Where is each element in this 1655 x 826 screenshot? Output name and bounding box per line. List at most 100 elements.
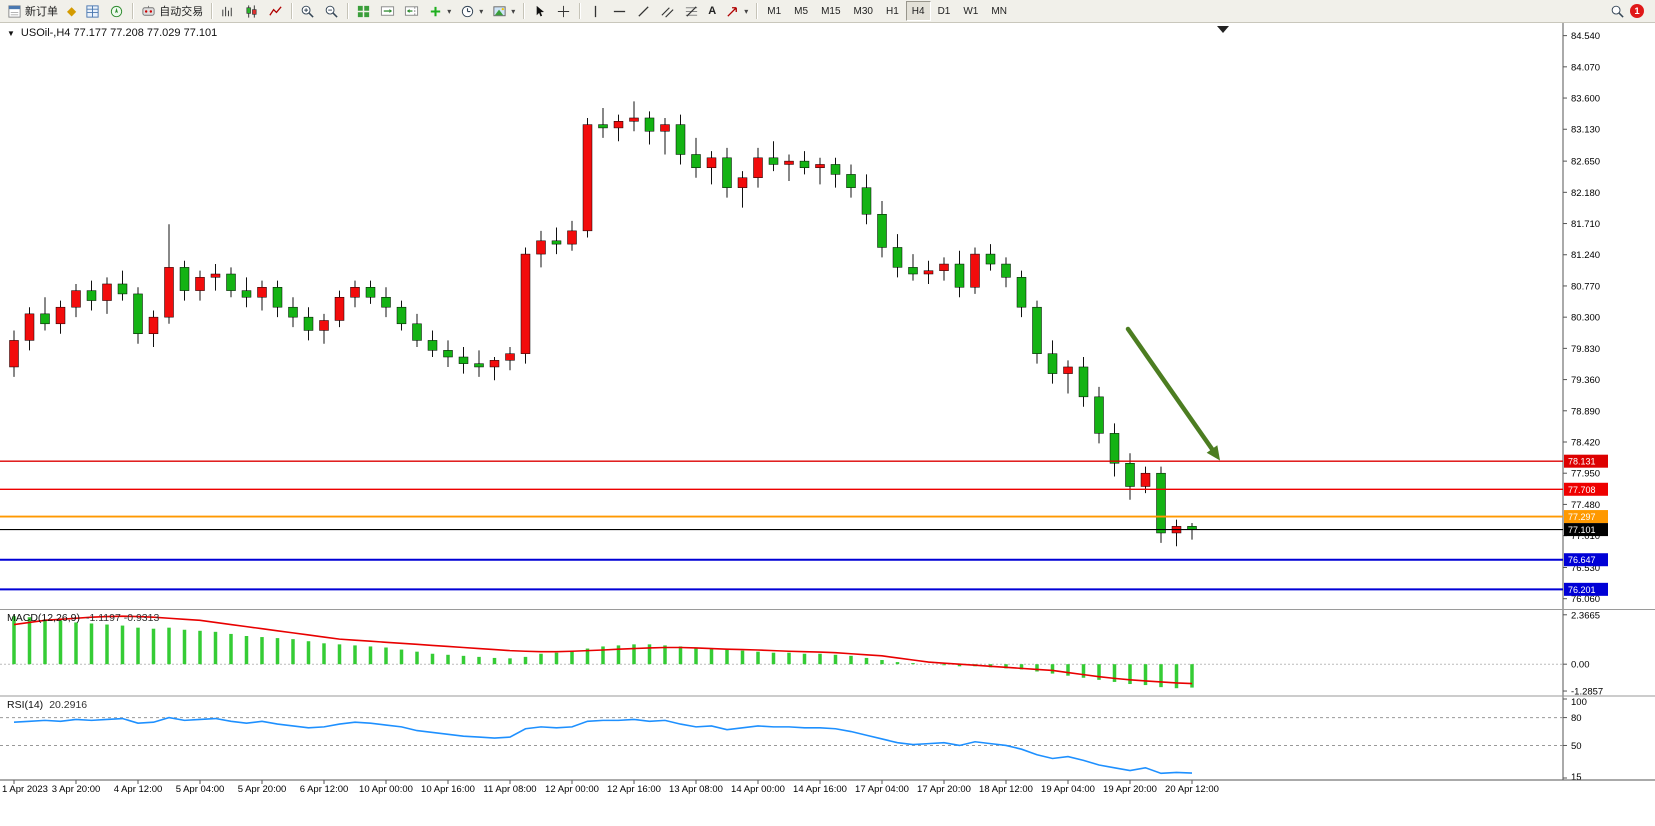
svg-text:-1.2857: -1.2857 xyxy=(1571,687,1603,698)
svg-text:76.647: 76.647 xyxy=(1568,555,1596,565)
timeframe-m5-button[interactable]: M5 xyxy=(788,1,814,21)
indicators-button[interactable]: ▾ xyxy=(424,1,455,21)
svg-text:77.297: 77.297 xyxy=(1568,512,1596,522)
auto-scroll-button[interactable] xyxy=(376,1,399,21)
trendline-icon xyxy=(638,5,649,17)
templates-button[interactable]: ▾ xyxy=(488,1,519,21)
navigator-button[interactable] xyxy=(105,1,128,21)
vertical-line-button[interactable] xyxy=(584,1,607,21)
cursor-icon xyxy=(536,5,545,16)
svg-text:77.950: 77.950 xyxy=(1571,469,1600,480)
svg-text:17 Apr 20:00: 17 Apr 20:00 xyxy=(917,784,971,795)
horizontal-line-icon xyxy=(614,10,626,12)
notification-badge[interactable]: 1 xyxy=(1630,4,1644,18)
autotrading-button[interactable]: 自动交易 xyxy=(137,1,207,21)
svg-text:80.300: 80.300 xyxy=(1571,313,1600,324)
svg-text:77.101: 77.101 xyxy=(1568,525,1596,535)
svg-text:19 Apr 04:00: 19 Apr 04:00 xyxy=(1041,784,1095,795)
svg-text:17 Apr 04:00: 17 Apr 04:00 xyxy=(855,784,909,795)
toolbar-separator xyxy=(756,3,758,19)
fibonacci-button[interactable] xyxy=(680,1,703,21)
toolbar-separator xyxy=(523,3,525,19)
svg-text:5 Apr 20:00: 5 Apr 20:00 xyxy=(238,784,287,795)
timeframe-w1-button[interactable]: W1 xyxy=(957,1,984,21)
chevron-down-icon: ▾ xyxy=(744,6,749,16)
new-order-icon xyxy=(8,4,21,18)
data-window-icon xyxy=(86,4,99,18)
zoom-out-button[interactable] xyxy=(320,1,343,21)
chart-canvas[interactable]: 84.540 84.070 83.600 83.130 82.650 82.180 81.7… xyxy=(0,23,1655,826)
symbols-button[interactable]: ◆ xyxy=(63,1,80,21)
channel-button[interactable] xyxy=(656,1,679,21)
toolbar-separator xyxy=(347,3,349,19)
svg-text:80: 80 xyxy=(1571,713,1582,724)
search-button[interactable] xyxy=(1606,1,1629,21)
auto-scroll-icon xyxy=(381,5,395,16)
timeframe-h1-button[interactable]: H1 xyxy=(880,1,905,21)
channel-icon xyxy=(661,6,674,18)
indicators-add-icon xyxy=(431,6,441,16)
toolbar-separator xyxy=(291,3,293,19)
chart-symbol-title: ▼ USOil-,H4 77.177 77.208 77.029 77.101 xyxy=(7,27,217,39)
diamond-icon: ◆ xyxy=(67,4,77,18)
svg-text:76.060: 76.060 xyxy=(1571,594,1600,605)
arrows-tool-icon xyxy=(727,6,738,17)
svg-text:5 Apr 04:00: 5 Apr 04:00 xyxy=(176,784,225,795)
fibonacci-icon xyxy=(686,5,698,17)
rsi-indicator-name: RSI(14) xyxy=(7,699,44,711)
macd-indicator-name: MACD(12,26,9) xyxy=(7,612,80,624)
toolbar-separator xyxy=(579,3,581,19)
chevron-down-icon: ▾ xyxy=(479,6,484,16)
macd-pane-label: MACD(12,26,9) -1.1197 -0.9313 xyxy=(7,612,159,624)
rsi-indicator-value: 20.2916 xyxy=(49,699,88,711)
svg-text:83.130: 83.130 xyxy=(1571,125,1600,136)
horizontal-line-button[interactable] xyxy=(608,1,631,21)
timeframe-mn-button[interactable]: MN xyxy=(985,1,1013,21)
timeframe-m1-button[interactable]: M1 xyxy=(761,1,787,21)
timeframe-m15-button[interactable]: M15 xyxy=(815,1,846,21)
svg-text:79.360: 79.360 xyxy=(1571,375,1600,386)
svg-text:77.480: 77.480 xyxy=(1571,500,1600,511)
svg-text:0.00: 0.00 xyxy=(1571,660,1590,671)
svg-text:84.070: 84.070 xyxy=(1571,62,1600,73)
svg-text:4 Apr 12:00: 4 Apr 12:00 xyxy=(114,784,163,795)
line-chart-icon xyxy=(269,5,282,16)
candlestick-chart-button[interactable] xyxy=(240,1,263,21)
template-image-icon xyxy=(493,5,506,16)
chart-shift-button[interactable] xyxy=(400,1,423,21)
timeframe-m30-button[interactable]: M30 xyxy=(848,1,879,21)
crosshair-button[interactable] xyxy=(552,1,575,21)
timeframe-d1-button[interactable]: D1 xyxy=(932,1,957,21)
timeframe-h4-button[interactable]: H4 xyxy=(905,1,931,21)
data-window-button[interactable] xyxy=(81,1,104,21)
bar-chart-button[interactable] xyxy=(216,1,239,21)
vertical-line-icon xyxy=(595,5,597,17)
text-button[interactable]: A xyxy=(704,1,720,21)
svg-text:84.540: 84.540 xyxy=(1571,31,1600,42)
cursor-button[interactable] xyxy=(528,1,551,21)
periods-button[interactable]: ▾ xyxy=(456,1,487,21)
zoom-out-icon xyxy=(325,5,338,18)
svg-text:19 Apr 20:00: 19 Apr 20:00 xyxy=(1103,784,1157,795)
new-order-button[interactable]: 新订单 xyxy=(3,1,62,21)
svg-text:10 Apr 00:00: 10 Apr 00:00 xyxy=(359,784,413,795)
svg-text:2.3665: 2.3665 xyxy=(1571,610,1600,621)
svg-text:80.770: 80.770 xyxy=(1571,281,1600,292)
svg-text:79.830: 79.830 xyxy=(1571,344,1600,355)
arrows-button[interactable]: ▾ xyxy=(721,1,752,21)
one-click-trading-toggle[interactable]: ▼ xyxy=(7,28,15,38)
line-chart-button[interactable] xyxy=(264,1,287,21)
svg-text:14 Apr 00:00: 14 Apr 00:00 xyxy=(731,784,785,795)
symbol-ohlc-text: USOil-,H4 77.177 77.208 77.029 77.101 xyxy=(20,27,218,39)
svg-text:18 Apr 12:00: 18 Apr 12:00 xyxy=(979,784,1033,795)
svg-text:3 Apr 20:00: 3 Apr 20:00 xyxy=(52,784,101,795)
svg-text:77.010: 77.010 xyxy=(1571,531,1600,542)
trendline-button[interactable] xyxy=(632,1,655,21)
candlestick-chart-icon xyxy=(246,4,257,18)
zoom-in-button[interactable] xyxy=(296,1,319,21)
chart-shift-icon xyxy=(405,5,419,16)
svg-text:81.710: 81.710 xyxy=(1571,219,1600,230)
svg-text:82.180: 82.180 xyxy=(1571,188,1600,199)
tile-windows-button[interactable] xyxy=(352,1,375,21)
svg-text:76.530: 76.530 xyxy=(1571,563,1600,574)
